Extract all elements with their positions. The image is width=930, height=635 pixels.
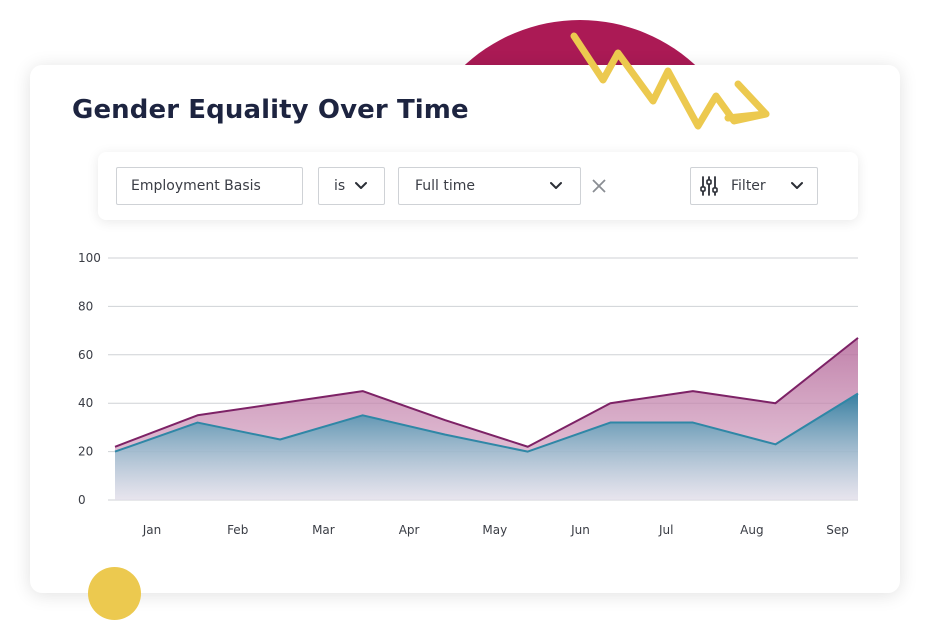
page-title: Gender Equality Over Time <box>72 95 469 125</box>
x-axis: Jan Feb Mar Apr May Jun Jul Aug Sep <box>142 523 849 537</box>
close-icon[interactable] <box>592 179 606 193</box>
y-tick-label: 60 <box>78 348 93 362</box>
lower-series-area <box>115 393 858 500</box>
x-tick-label: Feb <box>227 523 248 537</box>
chevron-down-icon <box>550 182 562 189</box>
filter-bar: Employment Basis is Full time <box>98 152 858 220</box>
y-tick-label: 80 <box>78 299 93 313</box>
x-tick-label: Mar <box>312 523 335 537</box>
field-select-label: Employment Basis <box>131 178 261 194</box>
upper-series-line <box>114 337 859 448</box>
x-tick-label: May <box>482 523 507 537</box>
operator-select[interactable]: is <box>318 167 385 205</box>
zigzag-arrow-decoration <box>570 32 770 130</box>
x-tick-label: Jul <box>658 523 673 537</box>
chevron-down-icon <box>355 182 367 189</box>
operator-select-label: is <box>334 178 346 194</box>
y-tick-label: 20 <box>78 445 93 459</box>
filter-button[interactable]: Filter <box>690 167 818 205</box>
value-select-label: Full time <box>415 178 476 194</box>
y-tick-label: 100 <box>78 251 101 265</box>
y-tick-label: 0 <box>78 493 86 507</box>
lower-series-line <box>114 392 859 453</box>
series-areas <box>114 337 859 500</box>
y-axis: 0 20 40 60 80 100 <box>78 251 101 507</box>
y-tick-label: 40 <box>78 396 93 410</box>
sliders-icon <box>700 176 718 196</box>
area-chart: 0 20 40 60 80 100 Jan Feb Mar Apr May Jun Jul Aug Sep <box>78 251 859 537</box>
chart-card: Gender Equality Over Time Employment Bas… <box>30 65 900 593</box>
value-select[interactable]: Full time <box>398 167 581 205</box>
x-tick-label: Jun <box>570 523 590 537</box>
filter-button-label: Filter <box>731 178 766 194</box>
field-select[interactable]: Employment Basis <box>116 167 303 205</box>
x-tick-label: Sep <box>826 523 849 537</box>
x-tick-label: Apr <box>399 523 420 537</box>
decorative-yellow-dot <box>88 567 141 620</box>
chevron-down-icon <box>791 182 803 189</box>
x-tick-label: Aug <box>740 523 763 537</box>
x-tick-label: Jan <box>142 523 162 537</box>
